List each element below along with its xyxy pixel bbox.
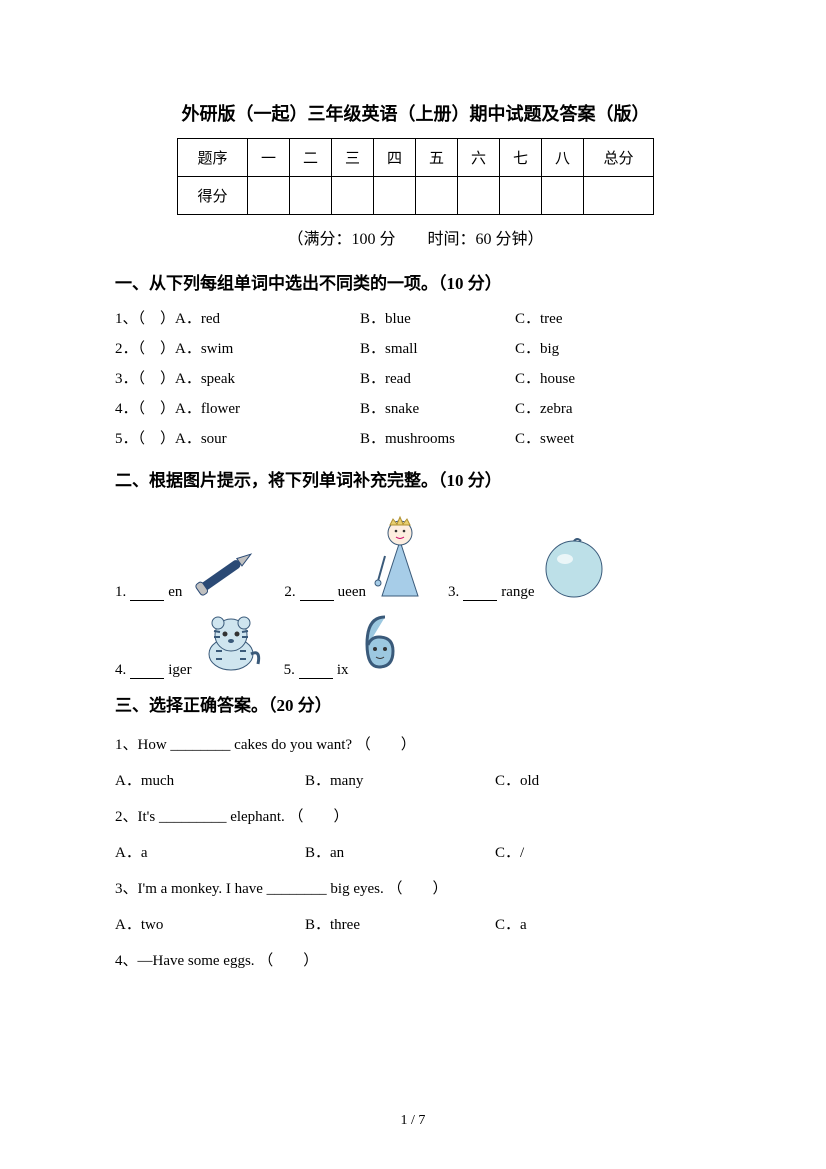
th-7: 七 [500, 139, 542, 177]
q2-2: 2. ueen [284, 511, 430, 601]
q2-1: 1. en [115, 531, 266, 601]
table-row-score: 得分 [178, 177, 654, 215]
six-icon [353, 609, 403, 679]
td-3[interactable] [332, 177, 374, 215]
tiger-icon [196, 609, 266, 679]
section-3-list: 1、How ________ cakes do you want? （ ） A．… [115, 726, 716, 981]
page-number: 1 / 7 [0, 1113, 826, 1129]
th-8: 八 [542, 139, 584, 177]
q2-4: 4. iger [115, 609, 266, 679]
q1-2: 2．（ ）A．swimB．smallC．big [115, 334, 716, 364]
td-label: 得分 [178, 177, 248, 215]
th-5: 五 [416, 139, 458, 177]
q1-5: 5．（ ）A．sourB．mushroomsC．sweet [115, 424, 716, 454]
blank-input[interactable] [130, 664, 164, 679]
th-4: 四 [374, 139, 416, 177]
blank-input[interactable] [299, 664, 333, 679]
td-2[interactable] [290, 177, 332, 215]
pen-icon [186, 531, 266, 601]
td-1[interactable] [248, 177, 290, 215]
q3-2: 2、It's _________ elephant. （ ） [115, 798, 716, 837]
th-label: 题序 [178, 139, 248, 177]
q3-4: 4、—Have some eggs. （ ） [115, 942, 716, 981]
blank-input[interactable] [463, 586, 497, 601]
td-8[interactable] [542, 177, 584, 215]
th-2: 二 [290, 139, 332, 177]
score-table: 题序 一 二 三 四 五 六 七 八 总分 得分 [177, 138, 654, 215]
q1-4: 4．（ ）A．flowerB．snakeC．zebra [115, 394, 716, 424]
th-1: 一 [248, 139, 290, 177]
q2-5: 5. ix [284, 609, 403, 679]
q3-3: 3、I'm a monkey. I have ________ big eyes… [115, 870, 716, 909]
td-4[interactable] [374, 177, 416, 215]
section-1-header: 一、从下列每组单词中选出不同类的一项。（10 分） [115, 269, 716, 294]
section-2-header: 二、根据图片提示，将下列单词补充完整。（10 分） [115, 466, 716, 491]
section-3-header: 三、选择正确答案。（20 分） [115, 691, 716, 716]
td-7[interactable] [500, 177, 542, 215]
section-2-list: 1. en 2. ueen [115, 511, 716, 679]
queen-icon [370, 511, 430, 601]
section-1-list: 1、（ ）A．redB．blueC．tree 2．（ ）A．swimB．smal… [115, 304, 716, 454]
q1-3: 3．（ ）A．speakB．readC．house [115, 364, 716, 394]
q1-1: 1、（ ）A．redB．blueC．tree [115, 304, 716, 334]
blank-input[interactable] [130, 586, 164, 601]
td-5[interactable] [416, 177, 458, 215]
exam-info: （满分：100 分 时间：60 分钟） [115, 225, 716, 249]
orange-icon [539, 531, 609, 601]
td-total[interactable] [584, 177, 654, 215]
th-6: 六 [458, 139, 500, 177]
page-title: 外研版（一起）三年级英语（上册）期中试题及答案（版） [115, 100, 716, 126]
th-total: 总分 [584, 139, 654, 177]
q3-1: 1、How ________ cakes do you want? （ ） [115, 726, 716, 765]
table-row-header: 题序 一 二 三 四 五 六 七 八 总分 [178, 139, 654, 177]
blank-input[interactable] [300, 586, 334, 601]
td-6[interactable] [458, 177, 500, 215]
q2-3: 3. range [448, 531, 609, 601]
th-3: 三 [332, 139, 374, 177]
